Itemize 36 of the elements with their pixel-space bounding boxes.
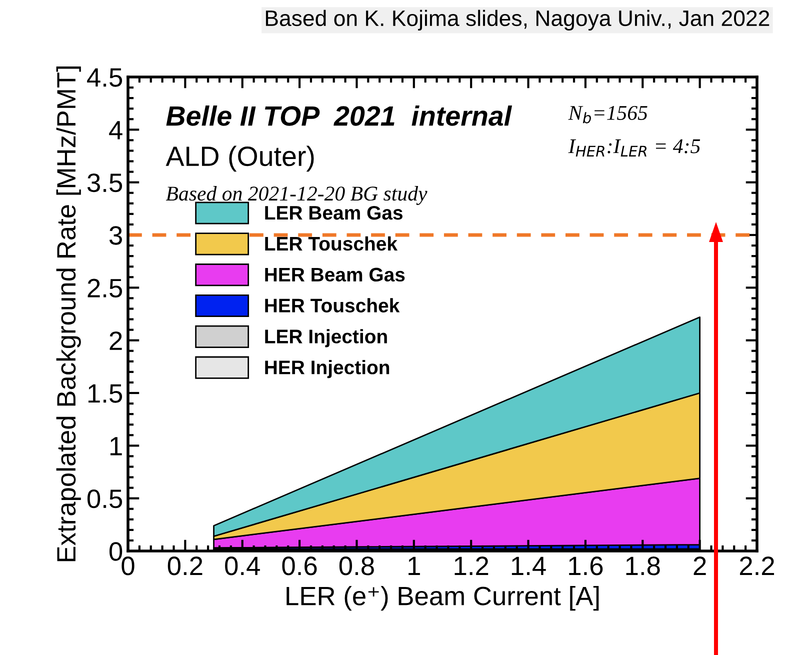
y-tick-label: 3 <box>109 226 122 245</box>
x-tick-label: 1.2 <box>454 556 488 575</box>
x-tick-label: 1 <box>408 556 420 575</box>
legend-label: LER Beam Gas <box>265 206 402 220</box>
y-tick-label: 4 <box>109 121 122 140</box>
x-tick-label: 0.2 <box>168 556 202 576</box>
legend-label: HER Touschek <box>265 298 400 312</box>
y-tick-label: 2.5 <box>88 278 122 298</box>
y-axis-title: Extrapolated Background Rate [MHz/PMT] <box>56 66 81 562</box>
x-tick-label: 0 <box>122 556 134 576</box>
y-tick-label: 3.5 <box>87 173 122 192</box>
annotation: N$_{b}$=1565 <box>568 106 648 124</box>
x-axis-title: LER (e⁺) Beam Current [A] <box>286 586 599 611</box>
x-tick-label: 2 <box>694 556 706 575</box>
x-tick-label: 1.8 <box>626 556 660 576</box>
x-tick-label: 0.6 <box>282 556 317 576</box>
y-tick-label: 2 <box>110 331 122 350</box>
y-tick-label: 4.5 <box>87 68 122 87</box>
legend-label: HER Beam Gas <box>265 268 405 282</box>
text: Belle II TOP 2021 internal <box>166 105 512 126</box>
x-tick-label: 0.8 <box>339 556 374 576</box>
y-tick-label: 1.5 <box>88 384 122 403</box>
x-tick-label: 1.4 <box>512 556 546 575</box>
y-tick-label: 1 <box>110 437 122 456</box>
annotation: I$_{HER}$:I$_{LER}$ = 4:5 <box>568 139 700 156</box>
x-tick-label: 0.4 <box>225 556 260 576</box>
legend-label: LER Touschek <box>265 236 398 251</box>
x-tick-label: 1.6 <box>569 556 603 576</box>
text: ALD (Outer) <box>166 146 314 172</box>
legend-label: HER Injection <box>265 360 390 378</box>
x-tick-label: 2.2 <box>740 556 774 575</box>
text: Based on K. Kojima slides, Nagoya Univ., Jan 2022 <box>266 10 770 31</box>
legend-label: LER Injection <box>265 329 387 348</box>
y-tick-label: 0 <box>109 542 122 561</box>
y-tick-label: 0.5 <box>87 489 122 508</box>
annotation: Based on 2021-12-20 BG study <box>166 186 428 205</box>
